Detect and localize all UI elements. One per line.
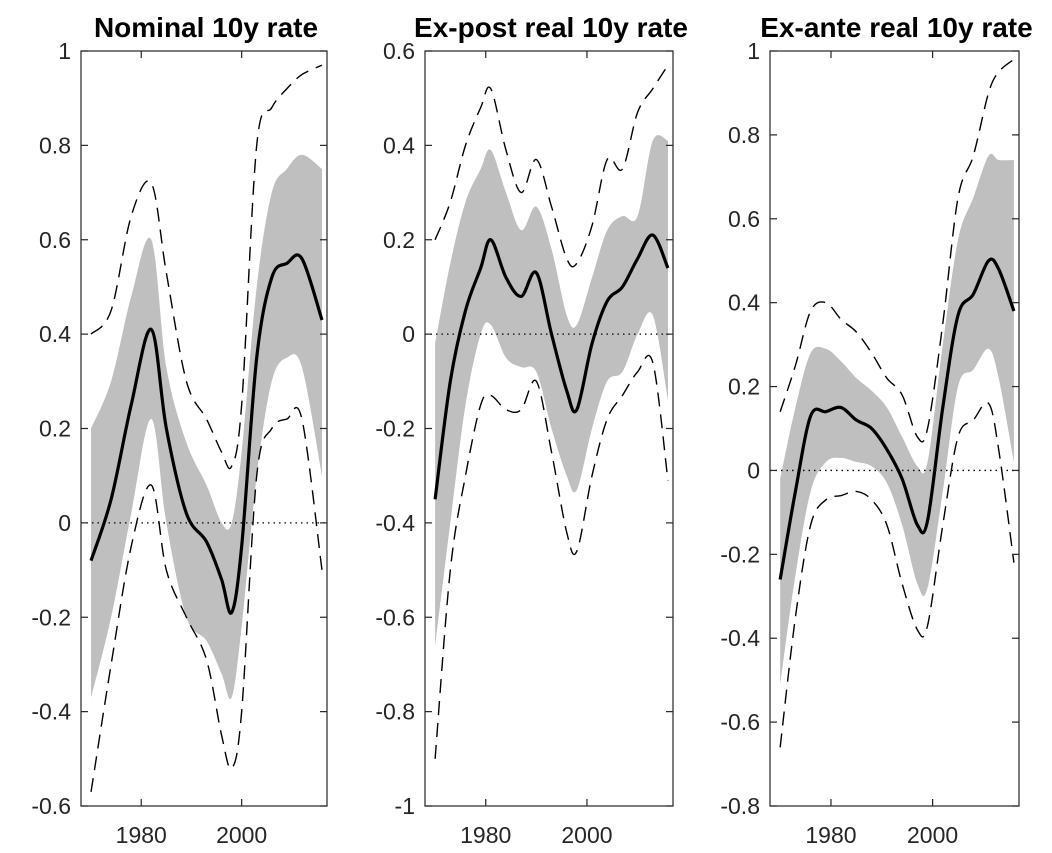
outer-band-upper-3 (779, 58, 1015, 443)
y-tick-label: -0.6 (31, 793, 71, 819)
y-tick-label: 0.4 (39, 321, 71, 347)
panel-title: Ex-ante real 10y rate (760, 12, 1032, 43)
y-tick-label: 0.8 (728, 122, 760, 148)
axes-box (424, 50, 674, 807)
chart-panel-2: -1 -0.8 -0.6 -0.4 -0.2 0 0.2 0.4 0.6 1980 2000 Ex-p… (375, 12, 688, 848)
y-tick-label: 0.4 (383, 132, 415, 158)
y-tick-label: 0.2 (383, 227, 415, 253)
y-tick-label: -0.4 (375, 510, 415, 536)
y-tick-label: 1 (747, 38, 760, 64)
y-tick-label: -0.6 (720, 709, 760, 735)
y-tick-label: -1 (395, 793, 415, 819)
y-tick-label: -0.8 (375, 699, 415, 725)
y-tick-label: 0.2 (39, 416, 71, 442)
y-tick-label: 0.2 (728, 374, 760, 400)
inner-band-1 (91, 154, 322, 700)
median-line-3 (778, 257, 1016, 580)
x-tick-label: 1980 (116, 822, 167, 848)
inner-band-2 (435, 135, 668, 646)
y-tick-label: 0.4 (728, 290, 760, 316)
y-tick-label: 1 (58, 38, 71, 64)
y-tick-label: 0.8 (39, 132, 71, 158)
y-tick-label: 0.6 (383, 38, 415, 64)
x-tick-label: 1980 (805, 822, 856, 848)
median-line-2 (433, 233, 670, 500)
y-tick-label: -0.2 (375, 416, 415, 442)
y-tick-label: 0.6 (39, 227, 71, 253)
y-tick-label: -0.8 (720, 793, 760, 819)
y-tick-label: -0.4 (720, 625, 760, 651)
y-tick-label: 0 (402, 321, 415, 347)
y-tick-label: 0 (58, 510, 71, 536)
outer-band-lower-3 (779, 401, 1015, 748)
panel-title: Nominal 10y rate (94, 12, 318, 43)
panel-title: Ex-post real 10y rate (414, 12, 688, 43)
y-tick-label: -0.6 (375, 604, 415, 630)
y-tick-label: -0.2 (31, 604, 71, 630)
inner-band-3 (780, 153, 1014, 685)
y-tick-label: -0.2 (720, 541, 760, 567)
axes-box (769, 50, 1020, 807)
y-tick-label: 0 (747, 457, 760, 483)
y-tick-label: 0.6 (728, 206, 760, 232)
x-tick-label: 1980 (460, 822, 511, 848)
x-tick-label: 2000 (561, 822, 612, 848)
chart-panel-1: -0.6 -0.4 -0.2 0 0.2 0.4 0.6 0.8 1 1980 2000 Nomina… (31, 12, 328, 848)
y-tick-label: -0.4 (31, 699, 71, 725)
x-tick-label: 2000 (907, 822, 958, 848)
outer-band-upper-1 (90, 64, 323, 470)
median-line-1 (89, 253, 324, 615)
outer-band-lower-1 (90, 406, 323, 792)
outer-band-lower-2 (434, 354, 669, 759)
outer-band-upper-2 (434, 64, 669, 268)
x-tick-label: 2000 (216, 822, 267, 848)
chart-panel-3: -0.8 -0.6 -0.4 -0.2 0 0.2 0.4 0.6 0.8 1 1980 2000 Ex… (720, 12, 1032, 848)
